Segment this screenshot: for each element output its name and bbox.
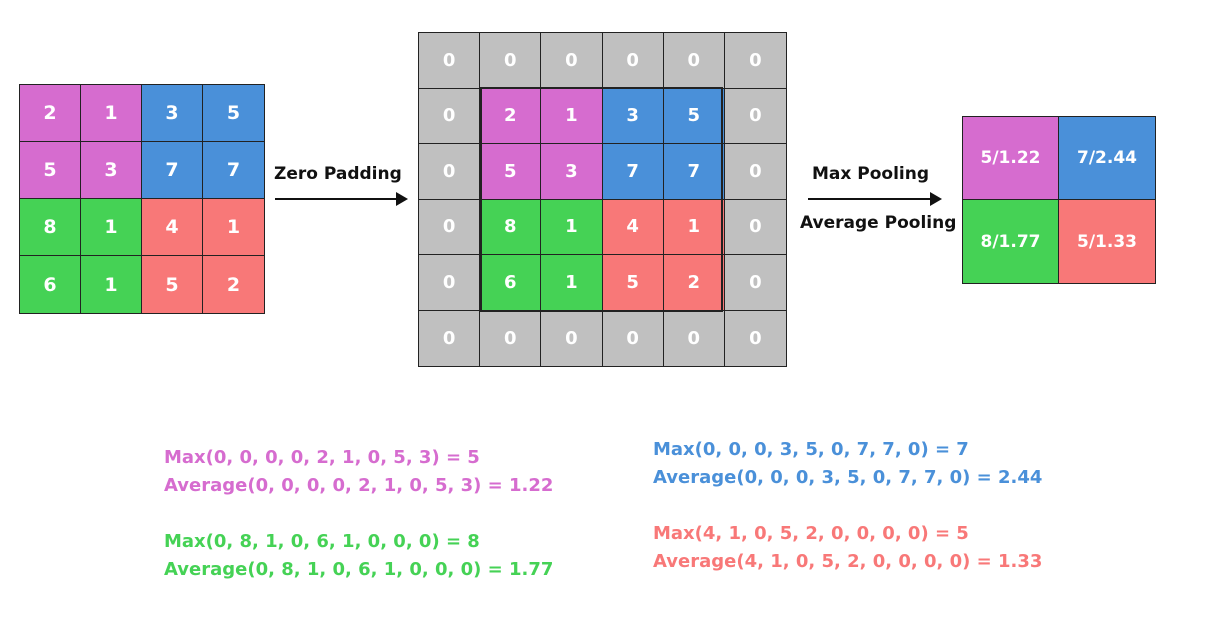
padded-cell-r5-c3: 0 xyxy=(602,310,664,366)
padded-cell-r0-c5: 0 xyxy=(724,33,786,89)
padded-cell-r5-c5: 0 xyxy=(724,310,786,366)
formula-green-max: Max(0, 8, 1, 0, 6, 1, 0, 0, 0) = 8 xyxy=(164,531,480,552)
output-cell-r1-c1: 5/1.33 xyxy=(1059,200,1155,283)
padded-cell-r0-c3: 0 xyxy=(602,33,664,89)
padded-cell-r1-c2: 1 xyxy=(541,88,603,144)
padded-cell-r3-c2: 1 xyxy=(541,199,603,255)
padded-cell-r2-c0: 0 xyxy=(419,144,481,200)
padded-cell-r3-c4: 1 xyxy=(663,199,725,255)
formula-red-max: Max(4, 1, 0, 5, 2, 0, 0, 0, 0) = 5 xyxy=(653,523,969,544)
input-cell-r1-c3: 7 xyxy=(203,142,264,199)
input-cell-r0-c0: 2 xyxy=(20,85,81,142)
padded-cell-r2-c5: 0 xyxy=(724,144,786,200)
formula-red-average: Average(4, 1, 0, 5, 2, 0, 0, 0, 0) = 1.3… xyxy=(653,551,1043,572)
padded-cell-r1-c0: 0 xyxy=(419,88,481,144)
input-cell-r0-c2: 3 xyxy=(142,85,203,142)
formula-pink-max: Max(0, 0, 0, 0, 2, 1, 0, 5, 3) = 5 xyxy=(164,447,480,468)
input-cell-r2-c0: 8 xyxy=(20,199,81,256)
padded-cell-r4-c1: 6 xyxy=(480,255,542,311)
padded-cell-r4-c5: 0 xyxy=(724,255,786,311)
padded-cell-r5-c4: 0 xyxy=(663,310,725,366)
input-cell-r2-c1: 1 xyxy=(81,199,142,256)
zero-padding-label: Zero Padding xyxy=(274,164,402,184)
input-cell-r1-c1: 3 xyxy=(81,142,142,199)
padded-cell-r1-c5: 0 xyxy=(724,88,786,144)
input-cell-r2-c2: 4 xyxy=(142,199,203,256)
input-cell-r0-c1: 1 xyxy=(81,85,142,142)
formula-blue-max: Max(0, 0, 0, 3, 5, 0, 7, 7, 0) = 7 xyxy=(653,439,969,460)
input-cell-r3-c0: 6 xyxy=(20,256,81,313)
output-cell-r0-c0: 5/1.22 xyxy=(963,117,1059,200)
padded-cell-r4-c3: 5 xyxy=(602,255,664,311)
pooling-arrow xyxy=(808,192,942,206)
padded-cell-r5-c2: 0 xyxy=(541,310,603,366)
padded-cell-r4-c0: 0 xyxy=(419,255,481,311)
input-cell-r3-c3: 2 xyxy=(203,256,264,313)
padded-cell-r5-c1: 0 xyxy=(480,310,542,366)
formula-pink-average: Average(0, 0, 0, 0, 2, 1, 0, 5, 3) = 1.2… xyxy=(164,475,554,496)
padded-cell-r4-c2: 1 xyxy=(541,255,603,311)
padded-cell-r5-c0: 0 xyxy=(419,310,481,366)
input-cell-r2-c3: 1 xyxy=(203,199,264,256)
input-cell-r1-c2: 7 xyxy=(142,142,203,199)
padded-cell-r0-c1: 0 xyxy=(480,33,542,89)
output-matrix: 5/1.22 7/2.44 8/1.77 5/1.33 xyxy=(962,116,1156,284)
padded-cell-r0-c4: 0 xyxy=(663,33,725,89)
formula-blue-average: Average(0, 0, 0, 3, 5, 0, 7, 7, 0) = 2.4… xyxy=(653,467,1043,488)
padded-cell-r3-c0: 0 xyxy=(419,199,481,255)
input-cell-r3-c1: 1 xyxy=(81,256,142,313)
output-cell-r1-c0: 8/1.77 xyxy=(963,200,1059,283)
formula-green-average: Average(0, 8, 1, 0, 6, 1, 0, 0, 0) = 1.7… xyxy=(164,559,554,580)
padded-cell-r2-c2: 3 xyxy=(541,144,603,200)
padded-cell-r3-c3: 4 xyxy=(602,199,664,255)
zero-padding-arrow xyxy=(275,192,408,206)
padded-cell-r2-c1: 5 xyxy=(480,144,542,200)
max-pooling-label: Max Pooling xyxy=(812,164,930,184)
input-cell-r0-c3: 5 xyxy=(203,85,264,142)
output-cell-r0-c1: 7/2.44 xyxy=(1059,117,1155,200)
padded-cell-r3-c5: 0 xyxy=(724,199,786,255)
padded-cell-r0-c0: 0 xyxy=(419,33,481,89)
padded-cell-r1-c1: 2 xyxy=(480,88,542,144)
average-pooling-label: Average Pooling xyxy=(800,213,957,233)
input-cell-r1-c0: 5 xyxy=(20,142,81,199)
padded-cell-r4-c4: 2 xyxy=(663,255,725,311)
padded-cell-r1-c3: 3 xyxy=(602,88,664,144)
padded-cell-r2-c4: 7 xyxy=(663,144,725,200)
padded-cell-r3-c1: 8 xyxy=(480,199,542,255)
padded-cell-r0-c2: 0 xyxy=(541,33,603,89)
input-cell-r3-c2: 5 xyxy=(142,256,203,313)
padded-cell-r2-c3: 7 xyxy=(602,144,664,200)
padded-cell-r1-c4: 5 xyxy=(663,88,725,144)
